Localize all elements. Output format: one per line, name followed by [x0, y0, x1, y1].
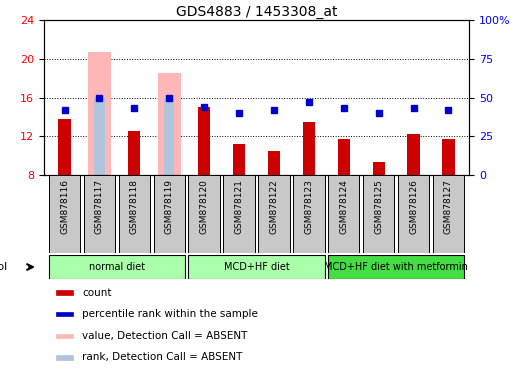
Text: GSM878116: GSM878116	[60, 179, 69, 234]
Bar	[188, 175, 220, 253]
Bar	[56, 290, 73, 295]
Text: GSM878126: GSM878126	[409, 179, 418, 234]
Text: GSM878117: GSM878117	[95, 179, 104, 234]
Bar	[328, 255, 464, 279]
Bar	[49, 255, 185, 279]
Text: GSM878120: GSM878120	[200, 179, 209, 234]
Bar	[398, 175, 429, 253]
Bar	[153, 175, 185, 253]
Bar	[84, 175, 115, 253]
Bar	[372, 162, 385, 175]
Bar	[293, 175, 325, 253]
Bar	[258, 175, 290, 253]
Bar	[198, 107, 210, 175]
Text: value, Detection Call = ABSENT: value, Detection Call = ABSENT	[82, 331, 247, 341]
Text: count: count	[82, 288, 111, 298]
Bar	[338, 139, 350, 175]
Bar	[56, 312, 73, 316]
Bar	[58, 119, 71, 175]
Text: GSM878127: GSM878127	[444, 179, 453, 234]
Bar	[363, 175, 394, 253]
Bar	[119, 175, 150, 253]
Bar	[223, 175, 255, 253]
Bar	[268, 151, 280, 175]
Text: percentile rank within the sample: percentile rank within the sample	[82, 309, 258, 319]
Bar	[49, 175, 80, 253]
Bar	[88, 52, 111, 175]
Bar	[433, 175, 464, 253]
Text: GSM878121: GSM878121	[234, 179, 244, 234]
Text: GSM878122: GSM878122	[269, 179, 279, 233]
Text: GSM878123: GSM878123	[304, 179, 313, 234]
Bar	[56, 334, 73, 338]
Bar	[128, 131, 141, 175]
Text: GSM878124: GSM878124	[339, 179, 348, 233]
Title: GDS4883 / 1453308_at: GDS4883 / 1453308_at	[176, 5, 337, 19]
Bar	[233, 144, 245, 175]
Bar	[303, 122, 315, 175]
Text: normal diet: normal diet	[89, 262, 145, 272]
Text: GSM878119: GSM878119	[165, 179, 174, 234]
Bar	[56, 355, 73, 359]
Bar	[164, 99, 174, 175]
Bar	[188, 255, 325, 279]
Bar	[407, 134, 420, 175]
Bar	[442, 139, 455, 175]
Bar	[158, 73, 181, 175]
Text: rank, Detection Call = ABSENT: rank, Detection Call = ABSENT	[82, 353, 242, 362]
Text: protocol: protocol	[0, 262, 8, 272]
Text: GSM878118: GSM878118	[130, 179, 139, 234]
Text: GSM878125: GSM878125	[374, 179, 383, 234]
Bar	[328, 175, 360, 253]
Text: MCD+HF diet with metformin: MCD+HF diet with metformin	[324, 262, 468, 272]
Bar	[94, 98, 105, 175]
Text: MCD+HF diet: MCD+HF diet	[224, 262, 289, 272]
